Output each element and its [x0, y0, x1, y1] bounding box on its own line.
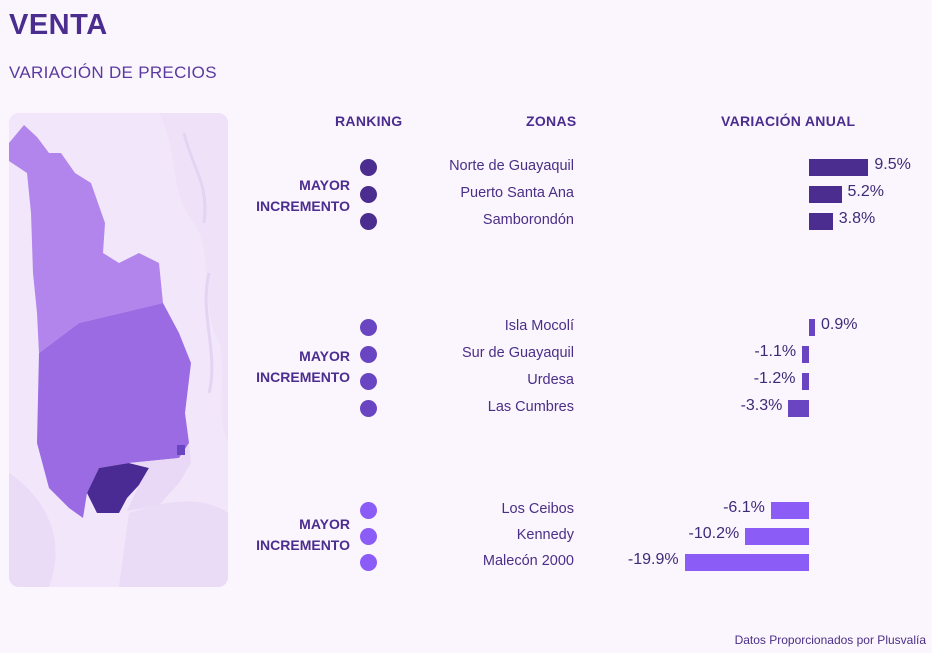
variation-bar — [770, 502, 809, 519]
rank-dot — [360, 502, 377, 519]
map-illustration — [9, 113, 228, 587]
ranking-header: RANKING — [335, 113, 403, 129]
variation-bar — [788, 400, 809, 417]
zone-name: Malecón 2000 — [482, 553, 574, 569]
variation-bar — [802, 346, 809, 363]
rank-dot — [360, 186, 377, 203]
variation-label: -19.9% — [627, 551, 679, 568]
variation-bar — [801, 373, 809, 390]
variation-bar — [809, 213, 833, 230]
variation-bar — [809, 159, 869, 176]
variation-bar — [684, 554, 809, 571]
group-label-line1: MAYOR — [299, 516, 350, 532]
variation-label: 0.9% — [821, 316, 858, 333]
variation-label: -3.3% — [740, 397, 783, 414]
source-footer: Datos Proporcionados por Plusvalía — [734, 633, 926, 647]
variation-bar — [809, 319, 815, 336]
zone-name: Los Ceibos — [501, 501, 574, 517]
variation-label: 9.5% — [874, 156, 911, 173]
zone-name: Kennedy — [516, 527, 574, 543]
variation-label: -1.1% — [754, 343, 797, 360]
variation-label: -10.2% — [688, 525, 740, 542]
zone-name: Las Cumbres — [487, 399, 574, 415]
variation-bar — [745, 528, 809, 545]
group-label-line1: MAYOR — [299, 177, 350, 193]
page-title: VENTA — [9, 9, 108, 41]
group-label-line1: MAYOR — [299, 348, 350, 364]
group-label-line2: INCREMENTO — [256, 198, 350, 214]
group-label: MAYOR INCREMENTO — [240, 175, 350, 217]
variation-label: -6.1% — [723, 499, 765, 516]
zone-name: Norte de Guayaquil — [449, 158, 574, 174]
zonas-header: ZONAS — [526, 113, 577, 129]
variacion-header: VARIACIÓN ANUAL — [721, 113, 856, 129]
rank-dot — [360, 373, 377, 390]
rank-dot — [360, 554, 377, 571]
rank-dot — [360, 213, 377, 230]
group-label: MAYOR INCREMENTO — [240, 346, 350, 388]
zone-name: Isla Mocolí — [504, 318, 574, 334]
zone-name: Puerto Santa Ana — [460, 185, 574, 201]
group-label-line2: INCREMENTO — [256, 369, 350, 385]
rank-dot — [360, 319, 377, 336]
rank-dot — [360, 400, 377, 417]
rank-dot — [360, 346, 377, 363]
group-label-line2: INCREMENTO — [256, 537, 350, 553]
rank-dot — [360, 159, 377, 176]
group-label: MAYOR INCREMENTO — [240, 514, 350, 556]
rank-dot — [360, 528, 377, 545]
zone-name: Sur de Guayaquil — [461, 345, 574, 361]
variation-bar — [809, 186, 842, 203]
variation-label: 5.2% — [847, 183, 884, 200]
zone-name: Samborondón — [482, 212, 574, 228]
zone-name: Urdesa — [527, 372, 574, 388]
variation-label: 3.8% — [838, 210, 876, 227]
variation-label: -1.2% — [753, 370, 796, 387]
zone-map — [9, 113, 228, 587]
page-subtitle: VARIACIÓN DE PRECIOS — [9, 63, 217, 82]
